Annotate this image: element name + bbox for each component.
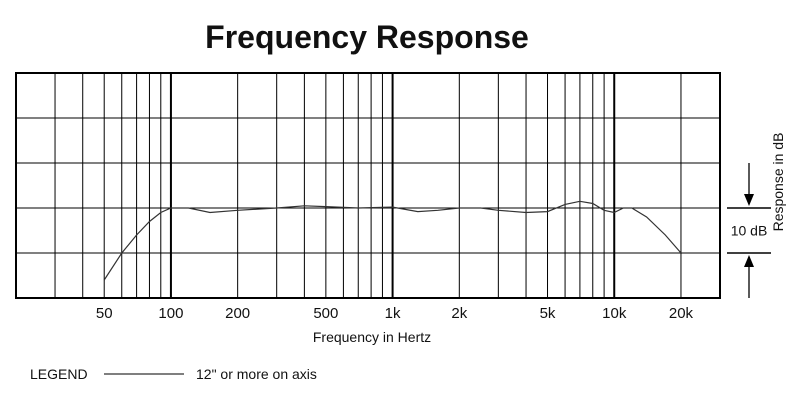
x-tick-label: 1k bbox=[385, 305, 401, 322]
x-tick-label: 50 bbox=[96, 305, 113, 322]
scale-bar-label: 10 dB bbox=[731, 223, 768, 239]
arrow-up-head bbox=[744, 255, 754, 267]
response-curve bbox=[103, 200, 682, 281]
chart-title: Frequency Response bbox=[205, 19, 529, 55]
x-tick-label: 200 bbox=[225, 305, 250, 322]
legend-entry: 12" or more on axis bbox=[196, 366, 317, 382]
x-tick-label: 2k bbox=[451, 305, 467, 322]
y-axis-label: Response in dB bbox=[770, 133, 786, 232]
x-tick-label: 20k bbox=[669, 305, 694, 322]
plot-frame bbox=[15, 72, 721, 299]
legend: LEGEND 12" or more on axis bbox=[30, 366, 317, 382]
x-tick-labels: 50 100 200 500 1k 2k 5k 10k 20k bbox=[96, 305, 694, 322]
legend-title: LEGEND bbox=[30, 366, 88, 382]
grid bbox=[16, 73, 720, 298]
x-tick-label: 100 bbox=[158, 305, 183, 322]
x-tick-label: 5k bbox=[540, 305, 556, 322]
db-scale-indicator: 10 dB bbox=[727, 163, 771, 298]
x-axis-label: Frequency in Hertz bbox=[313, 329, 431, 345]
arrow-down-head bbox=[744, 194, 754, 206]
x-tick-label: 500 bbox=[313, 305, 338, 322]
x-tick-label: 10k bbox=[602, 305, 627, 322]
